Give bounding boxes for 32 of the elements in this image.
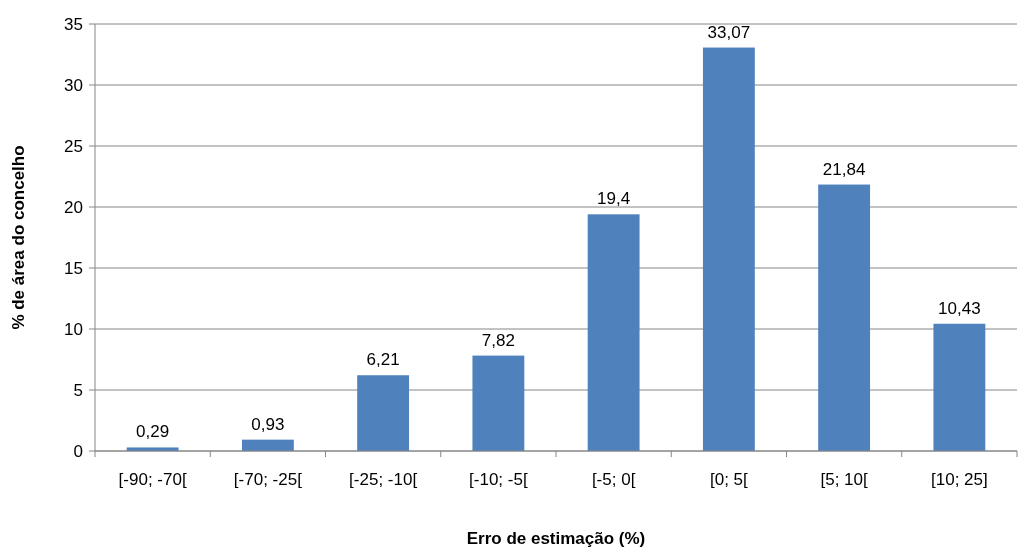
x-tick-label: [-10; -5[	[469, 470, 528, 489]
y-tick-label: 20	[64, 197, 83, 217]
x-tick-label: [5; 10[	[820, 470, 869, 489]
bar	[933, 323, 986, 451]
data-label: 6,21	[366, 350, 400, 370]
data-label: 33,07	[707, 22, 751, 42]
y-tick-label: 35	[64, 14, 83, 34]
data-label: 0,29	[136, 422, 170, 442]
bar	[702, 47, 755, 451]
x-tick-label: [-5; 0[	[591, 470, 636, 489]
bar	[357, 375, 410, 451]
data-label: 10,43	[938, 298, 981, 318]
x-tick-label: [0; 5[	[709, 470, 749, 489]
data-label: 21,84	[822, 159, 866, 179]
data-label: 19,4	[597, 189, 631, 209]
bar	[587, 214, 640, 451]
y-tick-label: 10	[64, 319, 83, 339]
data-label: 0,93	[251, 414, 285, 434]
y-tick-label: 5	[73, 380, 83, 400]
y-tick-label: 0	[73, 441, 83, 461]
x-tick-label: [-90; -70[	[118, 470, 187, 489]
y-axis-title: % de área do concelho	[9, 145, 28, 330]
x-tick-label: [-25; -10[	[349, 470, 418, 489]
y-tick-label: 25	[64, 136, 83, 156]
bar	[818, 184, 871, 451]
y-tick-label: 30	[64, 75, 83, 95]
x-tick-label: [-70; -25[	[233, 470, 303, 489]
x-axis-title: Erro de estimação (%)	[466, 529, 646, 548]
bar	[472, 355, 525, 451]
y-tick-label: 15	[64, 258, 83, 278]
x-tick-label: [10; 25]	[931, 470, 988, 489]
data-label: 7,82	[481, 330, 515, 350]
